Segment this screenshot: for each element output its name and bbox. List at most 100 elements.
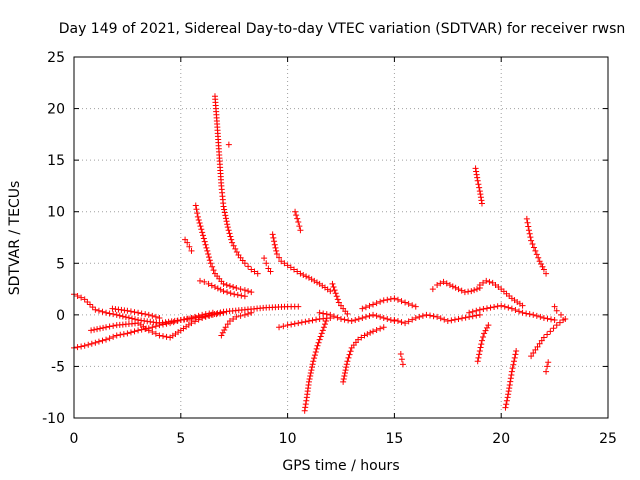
data-point [544, 331, 551, 338]
data-point [106, 323, 113, 330]
data-point [245, 288, 252, 295]
data-point [152, 330, 159, 337]
series-arc-7.0-neg [218, 309, 255, 339]
data-point [230, 315, 237, 322]
data-point [387, 296, 394, 303]
data-point [209, 311, 216, 318]
data-points [71, 93, 569, 414]
data-point [373, 312, 380, 319]
y-tick-labels: -10 -5 0 5 10 15 20 25 [42, 50, 65, 427]
data-point [434, 281, 441, 288]
data-point [394, 296, 401, 303]
data-point [377, 298, 384, 305]
data-point [309, 361, 316, 368]
data-point [273, 251, 280, 258]
data-point [342, 367, 349, 374]
data-point [200, 235, 207, 242]
data-point [295, 320, 302, 327]
data-point [232, 245, 239, 252]
data-point [343, 364, 350, 371]
data-point [465, 288, 472, 295]
data-point [241, 311, 248, 318]
data-point [444, 318, 451, 325]
data-point [509, 365, 516, 372]
data-point [525, 223, 532, 230]
data-point [311, 352, 318, 359]
y-tick-label: 0 [56, 308, 65, 324]
data-point [201, 238, 208, 245]
data-point [547, 328, 554, 335]
data-point [512, 351, 519, 358]
data-point [160, 333, 166, 340]
data-point [113, 332, 120, 339]
data-point [534, 343, 541, 350]
data-point [300, 271, 307, 278]
data-point [536, 258, 543, 265]
data-point [194, 213, 201, 220]
data-point [218, 332, 225, 339]
data-point [221, 209, 228, 216]
data-point [409, 302, 416, 309]
data-point [482, 327, 489, 334]
data-point [485, 322, 492, 329]
data-point [362, 313, 369, 320]
plot-frame [73, 56, 609, 419]
data-point [295, 303, 302, 310]
series-arc-5.3 [182, 236, 195, 254]
data-point [194, 210, 201, 217]
data-point [476, 188, 483, 195]
data-point [131, 328, 138, 335]
data-point [370, 311, 377, 318]
data-point [384, 296, 391, 303]
data-point [398, 319, 405, 326]
data-point [446, 281, 453, 288]
data-point [539, 263, 546, 270]
data-point [214, 285, 221, 292]
data-point [233, 313, 240, 320]
data-point [344, 310, 351, 317]
data-point [507, 375, 514, 382]
data-point [512, 307, 519, 314]
series-arc-14 [359, 295, 419, 312]
data-point [331, 287, 338, 294]
data-point [188, 247, 195, 254]
data-point [320, 310, 327, 317]
data-point [513, 347, 520, 354]
x-tick-label: 15 [385, 431, 403, 447]
data-point [302, 318, 309, 325]
data-point [526, 311, 533, 318]
series-arc-upper-near-zero [71, 291, 302, 327]
data-point [210, 267, 217, 274]
data-point [203, 244, 210, 251]
series-arc-12.6-dip [340, 324, 387, 385]
data-point [448, 317, 455, 324]
data-point [525, 227, 532, 234]
data-point [508, 305, 515, 312]
data-point [119, 313, 126, 320]
data-point [222, 324, 229, 331]
data-point [309, 364, 316, 371]
data-point [156, 314, 163, 321]
data-point [412, 303, 419, 310]
data-point [443, 280, 450, 287]
data-point [480, 279, 487, 286]
data-point [125, 314, 132, 321]
data-point [399, 361, 406, 368]
data-point [346, 351, 353, 358]
data-point [192, 318, 199, 325]
data-point [545, 359, 552, 366]
data-point [113, 311, 120, 318]
data-point [100, 324, 107, 331]
data-point [398, 356, 405, 363]
data-point [380, 324, 387, 331]
data-point [301, 407, 308, 414]
data-point [476, 351, 483, 358]
data-point [163, 320, 170, 327]
data-point [538, 260, 545, 267]
data-point [466, 309, 473, 316]
data-point [91, 326, 98, 333]
series-arc-17 [429, 278, 483, 296]
series-arc-9.4 [269, 231, 334, 295]
y-tick-label: 25 [47, 50, 65, 66]
data-point [81, 296, 88, 303]
